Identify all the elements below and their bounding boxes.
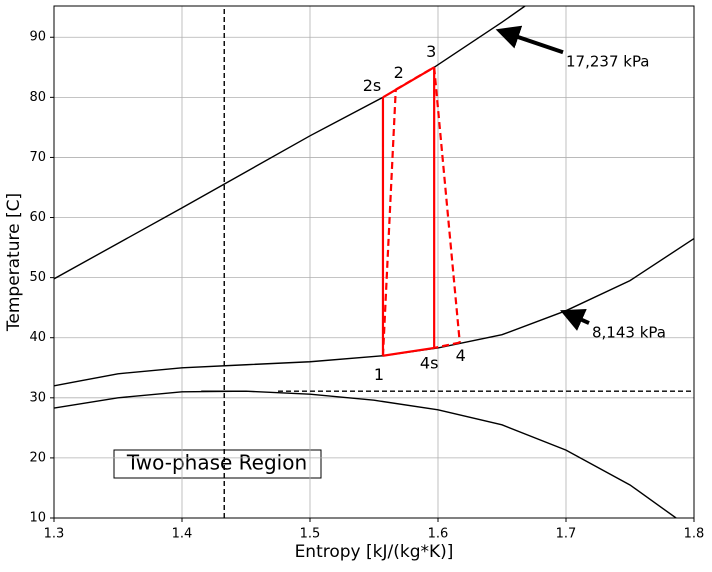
cycle-segment: [395, 66, 435, 91]
cycle-segment: [433, 341, 460, 350]
y-tick-label: 90: [29, 30, 46, 45]
y-tick-label: 30: [29, 390, 46, 405]
y-tick-label: 80: [29, 90, 46, 105]
x-tick-label: 1.6: [428, 527, 449, 542]
state-label: 3: [426, 42, 436, 61]
y-tick-label: 20: [29, 450, 46, 465]
region-label: Two-phase Region: [126, 451, 307, 475]
state-label: 2: [394, 63, 404, 82]
cycle-segment: [382, 346, 435, 357]
annotation: 8,143 kPa: [592, 324, 666, 342]
state-label: 4s: [420, 353, 439, 372]
cycle-segment: [381, 89, 397, 356]
x-tick-label: 1.7: [556, 527, 577, 542]
plot-area: [54, 6, 694, 518]
state-label: 2s: [363, 76, 382, 95]
x-tick-label: 1.8: [684, 527, 705, 542]
x-tick-label: 1.4: [172, 527, 193, 542]
x-tick-label: 1.3: [44, 527, 65, 542]
region-box: [113, 449, 322, 479]
y-tick-label: 60: [29, 210, 46, 225]
curve: [54, 390, 677, 518]
arrow: [495, 25, 564, 55]
plot-frame: [53, 5, 695, 519]
annotation: 17,237 kPa: [566, 53, 650, 71]
y-axis-label: Temperature [C]: [4, 193, 24, 332]
y-tick-label: 10: [29, 511, 46, 526]
x-tick-label: 1.5: [300, 527, 321, 542]
state-label: 1: [374, 365, 384, 384]
x-axis-label: Entropy [kJ/(kg*K)]: [295, 542, 454, 562]
state-label: 4: [456, 346, 466, 365]
y-tick-label: 40: [29, 330, 46, 345]
arrow: [560, 308, 590, 331]
curve: [54, 6, 526, 280]
y-tick-label: 50: [29, 270, 46, 285]
y-tick-label: 70: [29, 150, 46, 165]
cycle-segment: [433, 67, 461, 343]
